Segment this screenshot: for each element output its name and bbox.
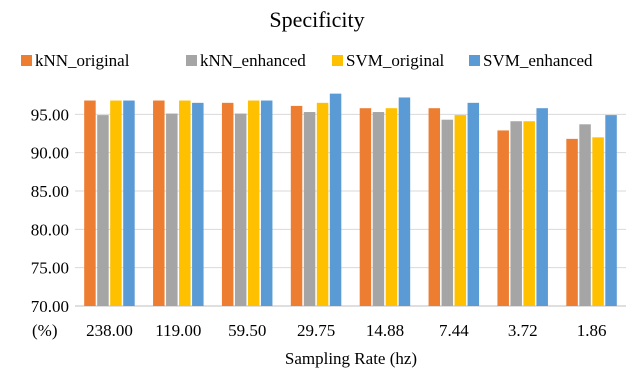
x-tick-label: 3.72 bbox=[508, 321, 538, 340]
bar-knn-original bbox=[497, 130, 509, 306]
legend-label: SVM_original bbox=[346, 51, 445, 70]
x-axis-ticks: 238.00 119.00 59.50 29.75 14.88 7.44 3.72 1.86 bbox=[86, 321, 606, 340]
legend-swatch bbox=[186, 55, 197, 66]
chart-title: Specificity bbox=[269, 7, 364, 32]
y-tick-label: 95.00 bbox=[31, 105, 69, 124]
bar-knn-enhanced bbox=[166, 113, 178, 306]
bar-knn-enhanced bbox=[372, 112, 385, 307]
legend-item: SVM_original bbox=[332, 51, 445, 70]
y-tick-label: 85.00 bbox=[31, 182, 69, 201]
bar-svm-enhanced bbox=[329, 93, 342, 306]
legend-swatch bbox=[21, 55, 32, 66]
bar-svm-enhanced bbox=[605, 115, 617, 306]
legend-item: SVM_enhanced bbox=[469, 51, 593, 70]
bar-svm-original bbox=[592, 137, 604, 306]
bar-knn-enhanced bbox=[579, 124, 591, 306]
bar-svm-original bbox=[454, 115, 467, 306]
legend-item: kNN_original bbox=[21, 51, 130, 70]
legend-label: kNN_enhanced bbox=[200, 51, 306, 70]
bar-svm-original bbox=[523, 121, 535, 306]
y-tick-label: 90.00 bbox=[31, 144, 69, 163]
x-tick-label: 14.88 bbox=[366, 321, 404, 340]
bar-knn-original bbox=[290, 105, 303, 307]
x-tick-label: 29.75 bbox=[297, 321, 335, 340]
bar-svm-original bbox=[316, 102, 329, 306]
bar-svm-enhanced bbox=[467, 102, 480, 306]
bar-svm-original bbox=[110, 100, 122, 307]
x-tick-label: 59.50 bbox=[228, 321, 266, 340]
bar-svm-enhanced bbox=[536, 108, 548, 306]
y-unit-label: (%) bbox=[32, 321, 57, 340]
legend-label: SVM_enhanced bbox=[483, 51, 593, 70]
bar-knn-enhanced bbox=[97, 115, 109, 306]
x-tick-label: 7.44 bbox=[439, 321, 469, 340]
bar-knn-enhanced bbox=[303, 112, 316, 307]
bar-svm-enhanced bbox=[192, 102, 204, 306]
legend-swatch bbox=[469, 55, 480, 66]
legend-label: kNN_original bbox=[35, 51, 130, 70]
bar-knn-enhanced bbox=[234, 113, 247, 306]
bar-knn-original bbox=[359, 108, 372, 306]
bar-svm-original bbox=[179, 100, 191, 307]
y-axis-ticks: 70.00 75.00 80.00 85.00 90.00 95.00 bbox=[31, 105, 69, 316]
y-tick-label: 80.00 bbox=[31, 220, 69, 239]
x-axis-label: Sampling Rate (hz) bbox=[285, 349, 417, 368]
y-tick-label: 70.00 bbox=[31, 297, 69, 316]
bar-svm-enhanced bbox=[123, 100, 135, 307]
y-tick-label: 75.00 bbox=[31, 259, 69, 278]
bar-knn-original bbox=[153, 100, 165, 307]
bar-knn-original bbox=[84, 100, 96, 307]
bar-knn-enhanced bbox=[510, 121, 522, 306]
bar-knn-enhanced bbox=[441, 119, 454, 306]
bar-knn-original bbox=[428, 108, 441, 306]
legend: kNN_original kNN_enhanced SVM_original SVM_… bbox=[21, 51, 593, 70]
bars bbox=[84, 93, 617, 307]
bar-knn-original bbox=[566, 138, 578, 306]
bar-svm-original bbox=[385, 108, 398, 306]
bar-svm-original bbox=[247, 100, 260, 307]
x-tick-label: 238.00 bbox=[86, 321, 133, 340]
bar-svm-enhanced bbox=[398, 97, 411, 306]
legend-item: kNN_enhanced bbox=[186, 51, 306, 70]
x-tick-label: 1.86 bbox=[577, 321, 607, 340]
legend-swatch bbox=[332, 55, 343, 66]
bar-svm-enhanced bbox=[260, 100, 273, 307]
bar-knn-original bbox=[221, 102, 234, 306]
x-tick-label: 119.00 bbox=[155, 321, 201, 340]
